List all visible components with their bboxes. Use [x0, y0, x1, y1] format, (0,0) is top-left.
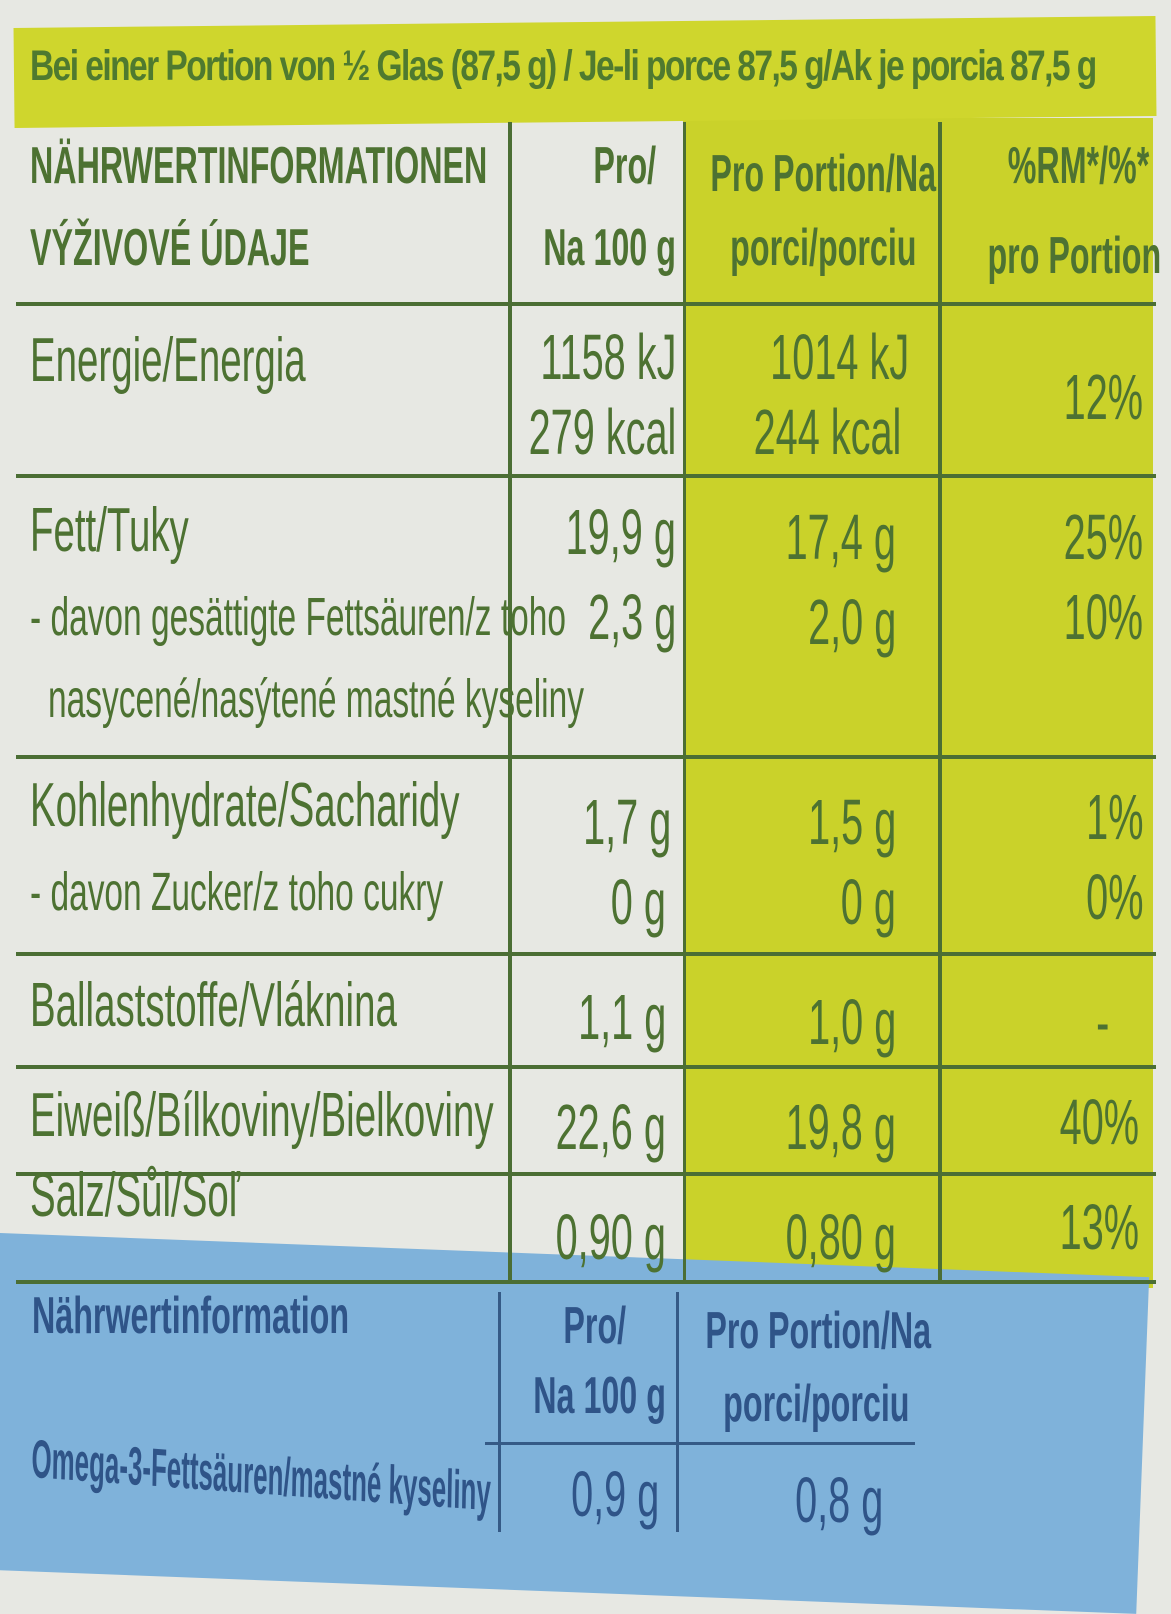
col-header-portion-line1: Pro Portion/Na [710, 145, 936, 203]
grid-line-h5 [16, 1065, 1156, 1069]
nutrition-label: Bei einer Portion von ½ Glas (87,5 g) / … [0, 16, 1161, 1614]
protein-label: Eiweiß/Bílkoviny/Bielkoviny [30, 1081, 494, 1150]
energy-per100-kj: 1158 kJ [539, 321, 676, 393]
sugar-portion: 0 g [840, 866, 896, 938]
grid-line-v3 [938, 122, 942, 1282]
carbs-portion: 1,5 g [807, 786, 896, 858]
grid-line-h1 [16, 302, 1156, 306]
salt-rm: 13% [1059, 1191, 1139, 1263]
salt-label: Salz/Sůl/Soľ [30, 1161, 240, 1230]
energy-portion-kj: 1014 kJ [770, 321, 909, 393]
omega-header-portion-line2: porci/porciu [722, 1375, 909, 1433]
sat-fat-per100: 2,3 g [587, 581, 676, 653]
carbs-rm: 1% [1085, 781, 1143, 853]
omega-header-portion-line1: Pro Portion/Na [705, 1302, 931, 1360]
salt-portion: 0,80 g [785, 1201, 896, 1273]
sat-fat-rm: 10% [1063, 581, 1143, 653]
sugar-per100: 0 g [610, 866, 666, 938]
protein-portion: 19,8 g [785, 1091, 896, 1163]
omega-title: Nährwertinformation [32, 1287, 350, 1345]
energy-label: Energie/Energia [30, 326, 306, 395]
sat-fat-label-line2: nasycené/nasýtené mastné kyseliny [48, 669, 584, 729]
col-header-per100-line2: Na 100 g [543, 219, 676, 277]
fat-rm: 25% [1063, 501, 1143, 573]
energy-rm: 12% [1063, 361, 1143, 433]
col-header-per100-line1: Pro/ [593, 137, 656, 195]
fat-per100: 19,9 g [565, 496, 676, 568]
grid-line-h7 [16, 1280, 1156, 1284]
omega-per100: 0,9 g [570, 1458, 659, 1530]
carbs-label: Kohlenhydrate/Sacharidy [30, 771, 460, 840]
fat-label: Fett/Tuky [30, 496, 189, 565]
carbs-per100: 1,7 g [582, 786, 671, 858]
col-header-rm-line2: pro Portion [987, 227, 1161, 285]
grid-line-h4 [16, 952, 1156, 956]
fat-portion: 17,4 g [785, 501, 896, 573]
protein-per100: 22,6 g [555, 1091, 666, 1163]
portion-size-banner: Bei einer Portion von ½ Glas (87,5 g) / … [30, 42, 1097, 90]
col-header-portion-line2: porci/porciu [729, 219, 916, 277]
sugar-rm: 0% [1085, 861, 1143, 933]
energy-portion-kcal: 244 kcal [753, 396, 901, 468]
protein-rm: 40% [1059, 1086, 1139, 1158]
col-header-name-line1: NÄHRWERTINFORMATIONEN [30, 137, 488, 195]
fibre-label: Ballaststoffe/Vláknina [30, 971, 397, 1040]
energy-per100-kcal: 279 kcal [528, 396, 676, 468]
fibre-portion: 1,0 g [807, 986, 896, 1058]
omega-portion: 0,8 g [794, 1464, 883, 1536]
sugar-label: - davon Zucker/z toho cukry [30, 862, 444, 922]
col-header-rm-line1: %RM*/%* [1007, 137, 1149, 195]
omega-header-per100-line2: Na 100 g [533, 1367, 666, 1425]
grid-line-v2 [683, 122, 686, 1282]
omega-grid-v1 [498, 1292, 501, 1532]
omega-grid-v2 [676, 1292, 679, 1532]
grid-line-h3 [16, 755, 1156, 759]
fibre-per100: 1,1 g [577, 981, 666, 1053]
sat-fat-label-line1: - davon gesättigte Fettsäuren/z toho [30, 587, 567, 647]
salt-per100: 0,90 g [555, 1201, 666, 1273]
omega-grid-h1 [485, 1442, 915, 1445]
sat-fat-portion: 2,0 g [807, 586, 896, 658]
grid-line-h2 [16, 474, 1156, 478]
grid-line-v1 [508, 122, 512, 1282]
omega-header-per100-line1: Pro/ [563, 1297, 626, 1355]
fibre-rm: - [1095, 986, 1109, 1058]
col-header-name-line2: VÝŽIVOVÉ ÚDAJE [30, 219, 310, 277]
grid-line-h6 [16, 1172, 1156, 1176]
portion-column-highlight [683, 118, 1153, 1288]
